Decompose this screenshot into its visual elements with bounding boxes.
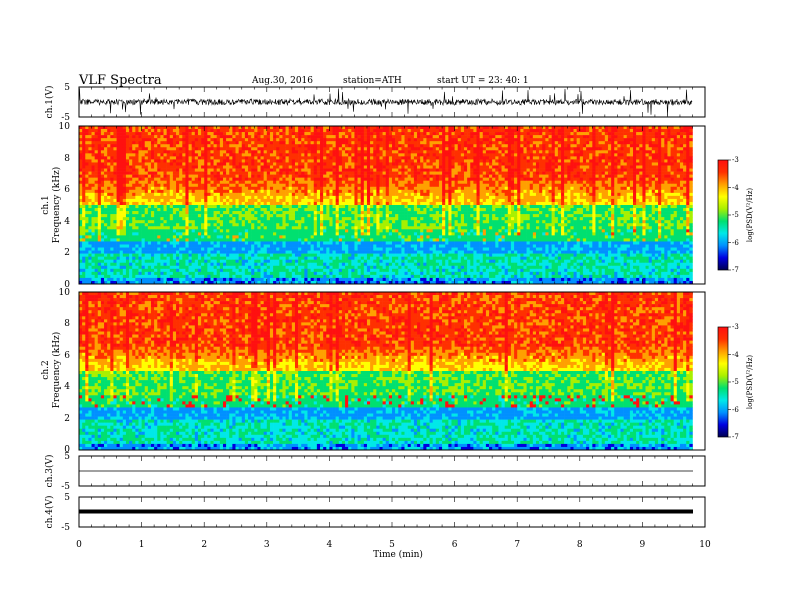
ch1-ytick-10: 10 xyxy=(59,122,71,132)
x-tick-label: 5 xyxy=(389,540,395,550)
ch1-colorbar-label: log(PSD(V²/Hz) xyxy=(746,188,754,243)
ch1-colorbar-gradient xyxy=(718,160,728,270)
header-date: Aug.30, 2016 xyxy=(251,76,313,86)
ch1-ytick-8: 8 xyxy=(64,154,70,164)
x-axis-tick-labels: 0 1 2 3 4 5 6 7 8 9 10 xyxy=(76,540,711,550)
ch2-colorbar-label: log(PSD(V²/Hz) xyxy=(746,355,754,410)
ch1-cbar-tick-m3: -3 xyxy=(732,156,739,164)
ch1-frequency-ylabel: Frequency (kHz) xyxy=(51,167,62,244)
ch3-waveform-ylabel: ch.3(V) xyxy=(44,455,55,488)
x-tick-label: 8 xyxy=(577,540,583,550)
ch1-cbar-tick-m6: -6 xyxy=(732,239,739,247)
ch2-cbar-tick-m3: -3 xyxy=(732,323,739,331)
ch2-ytick-6: 6 xyxy=(64,351,70,361)
ch1-cbar-tick-m7: -7 xyxy=(732,266,739,274)
ch2-spectrogram-panel: 0 2 4 6 8 10 ch.2 Frequency (kHz) xyxy=(41,288,705,455)
x-tick-label: 6 xyxy=(452,540,458,550)
x-tick-label: 9 xyxy=(640,540,646,550)
ch2-cbar-tick-m7: -7 xyxy=(732,433,739,441)
ch2-cbar-tick-m6: -6 xyxy=(732,406,739,414)
ch1-ytick-4: 4 xyxy=(64,217,70,227)
ch1-waveform-ylabel: ch.1(V) xyxy=(44,86,55,119)
ch1-ytick-top: 5 xyxy=(64,83,70,93)
ch1-waveform-line xyxy=(79,88,692,115)
ch4-waveform-panel: 5 -5 ch.4(V) xyxy=(44,493,705,533)
ch2-colorbar: -3 -4 -5 -6 -7 log(PSD(V²/Hz) xyxy=(718,323,754,441)
x-axis-label: Time (min) xyxy=(373,549,423,560)
ch2-ytick-10: 10 xyxy=(59,288,71,298)
ch1-cbar-tick-m5: -5 xyxy=(732,211,739,219)
header-station: station=ATH xyxy=(343,76,402,86)
ch4-ytick-top: 5 xyxy=(64,493,70,503)
ch1-waveform-panel: 5 -5 ch.1(V) xyxy=(44,83,705,123)
ch1-colorbar: -3 -4 -5 -6 -7 log(PSD(V²/Hz) xyxy=(718,156,754,274)
header-start-time: start UT = 23: 40: 1 xyxy=(437,76,529,86)
ch2-cbar-tick-m5: -5 xyxy=(732,378,739,386)
x-tick-label: 2 xyxy=(201,540,207,550)
ch4-waveform-ylabel: ch.4(V) xyxy=(44,496,55,529)
ch1-spectrogram-image xyxy=(79,126,693,284)
ch1-ytick-6: 6 xyxy=(64,185,70,195)
figure-title: VLF Spectra xyxy=(78,73,162,88)
x-tick-label: 7 xyxy=(514,540,520,550)
ch3-ytick-top: 5 xyxy=(64,452,70,462)
ch2-cbar-tick-m4: -4 xyxy=(732,351,739,359)
x-tick-label: 4 xyxy=(327,540,333,550)
x-tick-label: 3 xyxy=(264,540,270,550)
ch2-spectrogram-ylabel: ch.2 xyxy=(41,360,51,379)
x-tick-label: 10 xyxy=(699,540,711,550)
x-tick-label: 1 xyxy=(139,540,145,550)
ch1-cbar-tick-m4: -4 xyxy=(732,184,739,192)
ch3-ytick-bottom: -5 xyxy=(61,482,70,492)
ch2-ytick-4: 4 xyxy=(64,382,70,392)
ch2-colorbar-gradient xyxy=(718,327,728,437)
ch1-ytick-2: 2 xyxy=(64,248,70,258)
x-tick-label: 0 xyxy=(76,540,82,550)
ch4-waveform-line xyxy=(79,510,693,514)
ch3-waveform-panel: 5 -5 ch.3(V) xyxy=(44,452,705,492)
ch4-ytick-bottom: -5 xyxy=(61,523,70,533)
ch2-ytick-8: 8 xyxy=(64,319,70,329)
ch2-frequency-ylabel: Frequency (kHz) xyxy=(51,332,62,409)
ch2-ytick-2: 2 xyxy=(64,414,70,424)
ch1-spectrogram-ylabel: ch.1 xyxy=(41,195,51,214)
ch2-spectrogram-image xyxy=(79,292,693,450)
